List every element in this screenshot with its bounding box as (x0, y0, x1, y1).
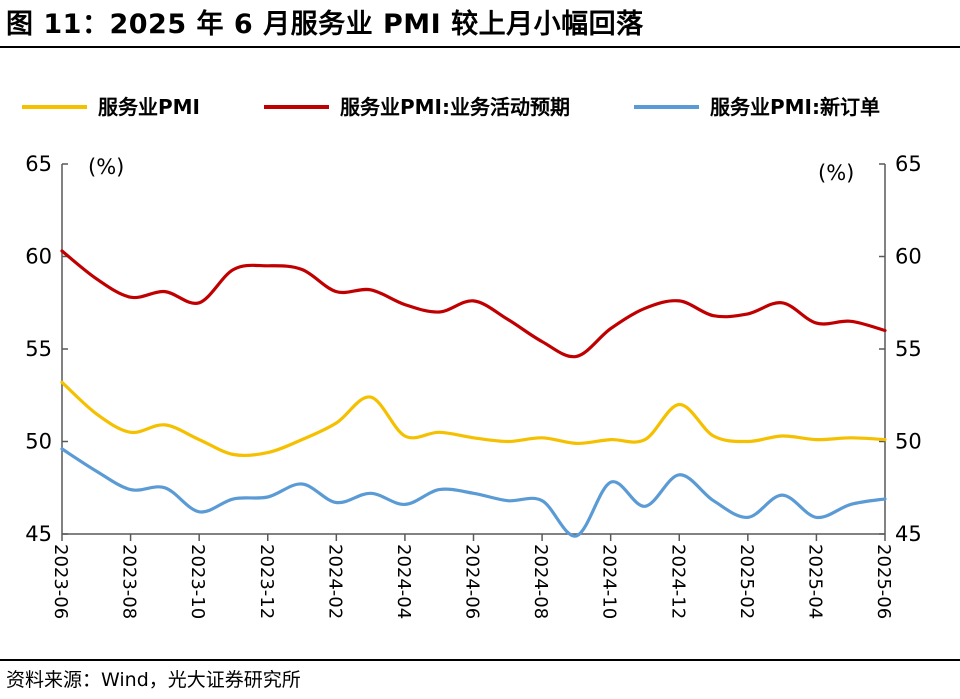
title-rule (0, 46, 960, 48)
x-tick-label: 2023-10 (187, 544, 208, 619)
y-tick-label-left: 50 (25, 430, 52, 454)
y-tick-label-left: 60 (25, 245, 52, 269)
legend-label-services-pmi: 服务业PMI (98, 95, 200, 119)
x-tick-label: 2025-02 (736, 544, 757, 619)
x-tick-label: 2023-08 (119, 544, 140, 619)
y-tick-label-left: 45 (25, 522, 52, 546)
x-tick-label: 2024-06 (462, 544, 483, 619)
legend-label-business-expectation: 服务业PMI:业务活动预期 (340, 95, 570, 119)
y-unit-left: (%) (88, 155, 124, 179)
x-tick-label: 2023-06 (50, 544, 71, 619)
figure-title: 图 11：2025 年 6 月服务业 PMI 较上月小幅回落 (6, 9, 644, 40)
x-tick-label: 2024-02 (324, 544, 345, 619)
y-unit-right: (%) (818, 161, 854, 185)
y-tick-label-right: 60 (895, 245, 922, 269)
y-tick-label-right: 50 (895, 430, 922, 454)
series-line-new-orders (60, 447, 887, 538)
y-tick-label-left: 55 (25, 337, 52, 361)
source-note: 资料来源：Wind，光大证券研究所 (6, 669, 301, 691)
source-rule (0, 659, 960, 661)
y-tick-label-right: 55 (895, 337, 922, 361)
legend-label-new-orders: 服务业PMI:新订单 (710, 95, 880, 119)
y-tick-label-right: 45 (895, 522, 922, 546)
axes: 45 45 50 50 55 55 60 60 65 65 (%) (%) 2023-06 2023-08… (25, 152, 921, 619)
y-tick-label-right: 65 (895, 152, 922, 176)
x-tick-label: 2023-12 (256, 544, 277, 619)
x-tick-label: 2024-10 (599, 544, 620, 619)
x-tick-label: 2025-06 (873, 544, 894, 619)
series-lines (60, 249, 887, 538)
series-line-services-pmi (60, 380, 887, 458)
x-tick-label: 2025-04 (804, 544, 825, 619)
x-tick-label: 2024-04 (393, 544, 414, 619)
legend: 服务业PMI 服务业PMI:业务活动预期 服务业PMI:新订单 (22, 95, 880, 119)
series-line-business-expectation (60, 249, 887, 359)
x-tick-label: 2024-12 (667, 544, 688, 619)
line-chart: 服务业PMI 服务业PMI:业务活动预期 服务业PMI:新订单 45 45 50 50 55… (22, 95, 922, 619)
x-tick-label: 2024-08 (530, 544, 551, 619)
y-tick-label-left: 65 (25, 152, 52, 176)
